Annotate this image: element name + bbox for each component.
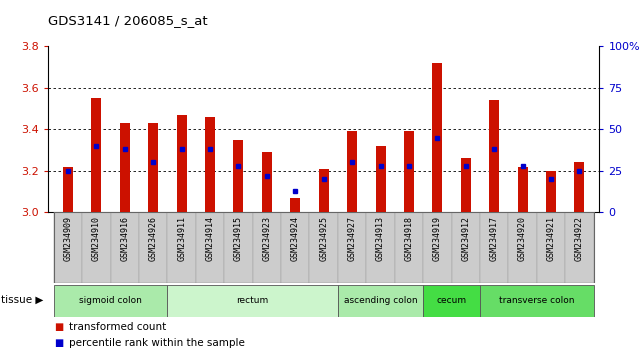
Text: GSM234925: GSM234925 [319, 216, 328, 261]
Text: GSM234927: GSM234927 [347, 216, 356, 261]
Bar [347, 131, 357, 212]
Text: GDS3141 / 206085_s_at: GDS3141 / 206085_s_at [48, 14, 208, 27]
Bar [82, 212, 111, 283]
Bar [139, 212, 167, 283]
Text: GSM234915: GSM234915 [234, 216, 243, 261]
Bar [253, 212, 281, 283]
Bar [480, 212, 508, 283]
Text: GSM234924: GSM234924 [291, 216, 300, 261]
Text: rectum: rectum [237, 296, 269, 306]
Text: GSM234911: GSM234911 [177, 216, 186, 261]
Bar [366, 212, 395, 283]
Bar [290, 198, 300, 212]
Text: ascending colon: ascending colon [344, 296, 417, 306]
Bar [148, 123, 158, 212]
Bar [54, 285, 167, 317]
Text: GSM234912: GSM234912 [462, 216, 470, 261]
Bar [451, 212, 480, 283]
Bar [423, 285, 480, 317]
Bar [310, 212, 338, 283]
Bar [574, 162, 585, 212]
Text: GSM234921: GSM234921 [547, 216, 556, 261]
Text: sigmoid colon: sigmoid colon [79, 296, 142, 306]
Bar [111, 212, 139, 283]
Text: GSM234917: GSM234917 [490, 216, 499, 261]
Bar [167, 212, 196, 283]
Bar [224, 212, 253, 283]
Bar [461, 158, 470, 212]
Bar [196, 212, 224, 283]
Text: tissue ▶: tissue ▶ [1, 295, 43, 305]
Text: GSM234918: GSM234918 [404, 216, 413, 261]
Text: GSM234910: GSM234910 [92, 216, 101, 261]
Bar [546, 171, 556, 212]
Bar [404, 131, 414, 212]
Bar [338, 212, 366, 283]
Text: percentile rank within the sample: percentile rank within the sample [69, 338, 244, 348]
Text: transverse colon: transverse colon [499, 296, 574, 306]
Bar [262, 152, 272, 212]
Bar [508, 212, 537, 283]
Bar [92, 98, 101, 212]
Text: cecum: cecum [437, 296, 467, 306]
Bar [433, 63, 442, 212]
Bar [518, 167, 528, 212]
Text: GSM234909: GSM234909 [63, 216, 72, 261]
Bar [120, 123, 129, 212]
Text: GSM234919: GSM234919 [433, 216, 442, 261]
Bar [177, 115, 187, 212]
Text: transformed count: transformed count [69, 322, 166, 332]
Bar [537, 212, 565, 283]
Text: GSM234914: GSM234914 [206, 216, 215, 261]
Bar [376, 146, 385, 212]
Bar [395, 212, 423, 283]
Text: GSM234926: GSM234926 [149, 216, 158, 261]
Bar [489, 100, 499, 212]
Bar [319, 169, 329, 212]
Text: GSM234916: GSM234916 [121, 216, 129, 261]
Bar [54, 212, 82, 283]
Bar [233, 139, 244, 212]
Text: ■: ■ [54, 338, 63, 348]
Text: GSM234922: GSM234922 [575, 216, 584, 261]
Bar [281, 212, 310, 283]
Bar [167, 285, 338, 317]
Bar [423, 212, 451, 283]
Bar [338, 285, 423, 317]
Text: GSM234913: GSM234913 [376, 216, 385, 261]
Text: GSM234923: GSM234923 [262, 216, 271, 261]
Bar [205, 117, 215, 212]
Bar [63, 167, 73, 212]
Text: GSM234920: GSM234920 [518, 216, 527, 261]
Bar [480, 285, 594, 317]
Text: ■: ■ [54, 322, 63, 332]
Bar [565, 212, 594, 283]
